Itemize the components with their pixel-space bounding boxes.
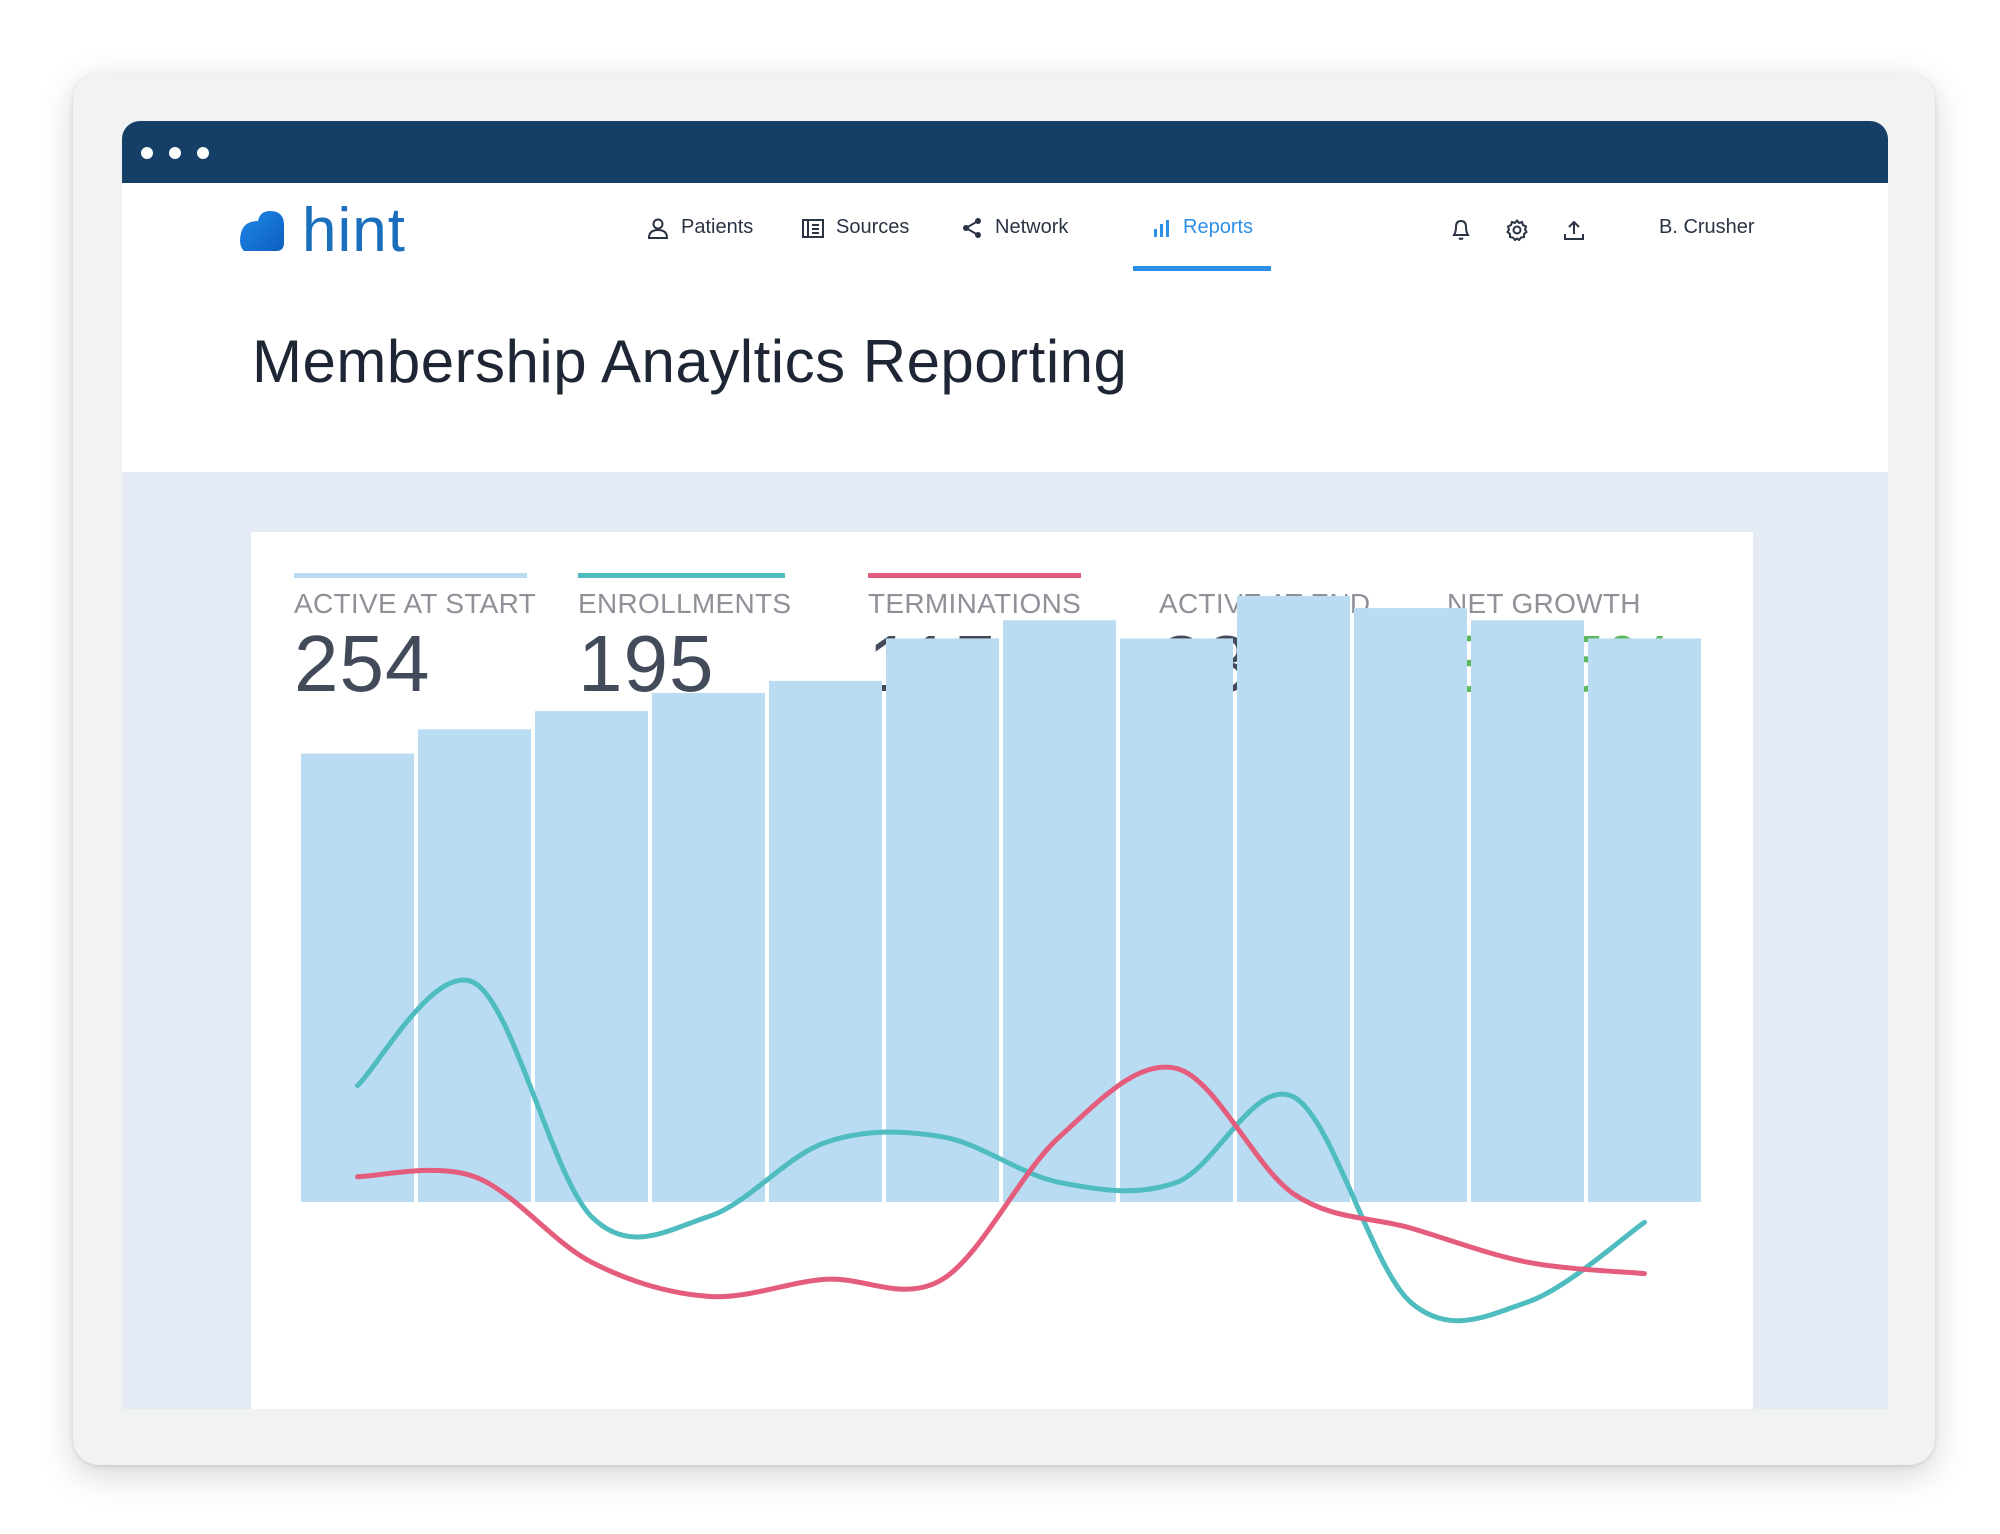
chart-bar xyxy=(1354,608,1467,1202)
chart-bar xyxy=(418,729,531,1202)
membership-chart xyxy=(301,596,1701,1324)
chart-bar xyxy=(652,692,765,1202)
gear-icon[interactable] xyxy=(1506,219,1528,241)
nav-item-label: Patients xyxy=(681,216,754,238)
user-menu[interactable]: B. Crusher xyxy=(1659,216,1755,238)
page-header: Membership Anayltics Reporting xyxy=(122,272,1888,472)
chart-bar xyxy=(301,753,414,1202)
building-icon xyxy=(802,218,824,238)
app-window: hint Patients Sources Network xyxy=(122,121,1888,1409)
chart-bar xyxy=(1588,638,1701,1202)
window-dot[interactable] xyxy=(141,147,153,159)
chart-bar xyxy=(1120,638,1233,1202)
bell-icon[interactable] xyxy=(1451,219,1471,241)
kpi-value: 254 xyxy=(294,619,431,708)
top-navbar: hint Patients Sources Network xyxy=(122,183,1888,273)
kpi-label: ENROLLMENTS xyxy=(578,588,792,619)
chart-bar xyxy=(1003,620,1116,1202)
nav-item-reports[interactable]: Reports xyxy=(1153,183,1253,272)
brand-name: hint xyxy=(302,196,406,265)
nav-item-sources[interactable]: Sources xyxy=(802,183,909,272)
report-card: ACTIVE AT START 254 ENROLLMENTS 195 TERM… xyxy=(251,532,1753,1409)
window-titlebar xyxy=(122,121,1888,183)
kpi-color-bar xyxy=(294,573,527,578)
kpi-label: TERMINATIONS xyxy=(868,588,1082,619)
nav-item-patients[interactable]: Patients xyxy=(647,183,753,272)
kpi-label: NET GROWTH xyxy=(1447,588,1641,619)
active-tab-indicator xyxy=(1133,266,1271,271)
chart-bar xyxy=(1471,620,1584,1202)
kpi-color-bar xyxy=(578,573,785,578)
nav-item-network[interactable]: Network xyxy=(961,183,1068,272)
nav-item-label: Reports xyxy=(1183,216,1254,238)
share-icon xyxy=(963,217,981,238)
kpi-label: ACTIVE AT START xyxy=(294,588,537,619)
chart-bar xyxy=(769,680,882,1202)
logo-mark-icon xyxy=(240,211,284,251)
bar-chart-icon xyxy=(1154,219,1169,237)
page-title: Membership Anayltics Reporting xyxy=(252,328,1128,395)
chart-bar xyxy=(886,638,999,1202)
upload-icon[interactable] xyxy=(1563,219,1585,241)
enrollments-line xyxy=(355,977,1647,1324)
window-dot[interactable] xyxy=(197,147,209,159)
terminations-line xyxy=(355,1064,1647,1300)
nav-item-label: Network xyxy=(995,216,1069,238)
kpi-color-bar xyxy=(868,573,1081,578)
nav-item-label: Sources xyxy=(836,216,910,238)
chart-bar xyxy=(535,711,648,1202)
chart-bar xyxy=(1237,596,1350,1202)
window-dot[interactable] xyxy=(169,147,181,159)
person-icon xyxy=(647,218,669,239)
